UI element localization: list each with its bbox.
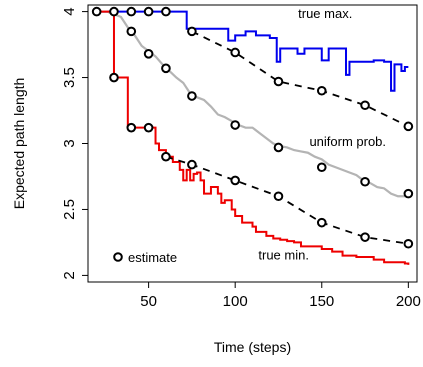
plot-area (91, 6, 414, 265)
estimate-dashed-line (191, 30, 409, 128)
y-tick-label: 4 (61, 7, 78, 15)
x-tick-label: 150 (309, 293, 334, 310)
estimate-point (403, 188, 414, 199)
estimate-point (273, 142, 284, 153)
y-tick-label: 3 (61, 139, 78, 147)
annotation-label: true max. (298, 6, 352, 21)
estimate-point (403, 121, 414, 132)
series-line-true-max- (96, 10, 409, 92)
estimate-point (91, 6, 102, 17)
y-axis-label: Expected path length (11, 78, 27, 210)
estimate-point (109, 72, 119, 83)
x-axis-label: Time (steps) (214, 339, 291, 355)
estimate-point (143, 49, 154, 59)
estimate-point (161, 6, 171, 17)
estimate-point (109, 6, 119, 17)
estimate-point (187, 26, 197, 37)
estimate-point (273, 76, 284, 87)
estimate-point (360, 176, 370, 187)
estimate-point (161, 151, 171, 162)
estimate-point (230, 120, 240, 130)
estimate-point (161, 63, 171, 74)
x-tick-label: 100 (223, 293, 248, 310)
legend-marker-estimate (113, 252, 123, 262)
x-tick-label: 200 (396, 293, 421, 310)
estimate-point (230, 47, 240, 58)
annotations: true max. uniform prob. true min. (258, 6, 386, 262)
estimate-point (360, 232, 370, 242)
y-tick-label: 2 (61, 271, 78, 279)
x-tick-label: 50 (140, 293, 157, 310)
estimate-point (187, 91, 197, 101)
x-axis: 50 100 150 200 (140, 282, 421, 310)
estimate-point (126, 26, 137, 37)
estimate-point (143, 6, 154, 17)
estimate-point (187, 159, 197, 170)
annotation-label: true min. (258, 248, 309, 263)
estimate-point (316, 162, 327, 173)
annotation-label: uniform prob. (309, 134, 386, 149)
estimate-point (316, 85, 327, 96)
estimate-point (316, 217, 327, 228)
series-line-true-min- (96, 10, 410, 265)
y-tick-label: 2.5 (61, 199, 78, 220)
estimate-point (230, 175, 240, 186)
estimate-point (403, 238, 414, 249)
estimate-point (126, 6, 137, 17)
legend-label-estimate: estimate (128, 250, 177, 265)
y-tick-label: 3.5 (61, 67, 78, 88)
legend: estimate (113, 250, 177, 265)
y-axis: 2 2.5 3 3.5 4 (61, 7, 88, 280)
estimate-dashed-line (165, 155, 409, 245)
estimate-point (360, 100, 370, 111)
estimate-point (126, 122, 137, 133)
estimate-point (273, 191, 284, 202)
estimate-point (143, 122, 154, 133)
